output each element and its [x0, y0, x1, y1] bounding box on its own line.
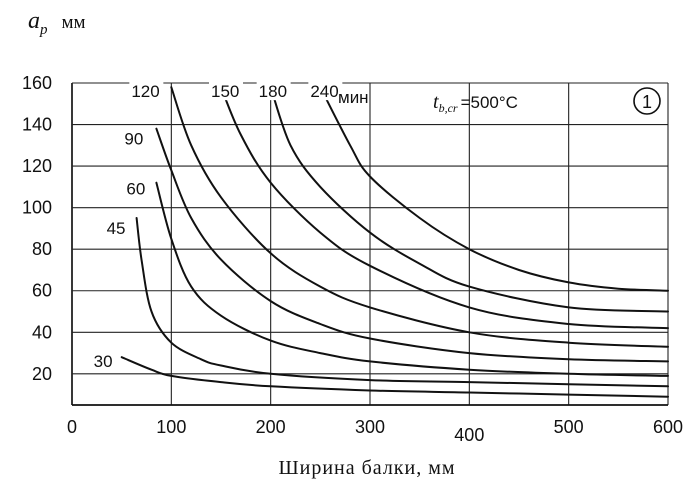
- y-axis-subscript: p: [39, 22, 48, 38]
- curve-label-240: 240: [310, 82, 338, 101]
- curves: [120, 86, 669, 398]
- grid: [71, 82, 669, 406]
- y-tick-100: 100: [22, 198, 52, 218]
- curve-label-bg-180: [256, 82, 291, 101]
- curve-45-min: [135, 217, 669, 388]
- minutes-unit-label: мин: [338, 88, 369, 107]
- annotation-value: =500°C: [461, 93, 518, 112]
- curve-label-bg-45: [104, 219, 129, 238]
- y-axis-symbol: a: [28, 8, 40, 34]
- x-tick-100: 100: [156, 417, 186, 437]
- curve-label-bg-150: [209, 82, 243, 101]
- curve-label-bg-120: [129, 82, 164, 101]
- x-tick-300: 300: [355, 417, 385, 437]
- badge-circle: [633, 87, 661, 115]
- y-axis-unit: мм: [62, 12, 86, 33]
- y-tick-60: 60: [32, 281, 52, 301]
- x-tick-600: 600: [653, 417, 683, 437]
- x-tick-500: 500: [554, 417, 584, 437]
- curve-label-120: 120: [131, 82, 159, 101]
- curve-150-min: [220, 86, 669, 330]
- y-tick-80: 80: [32, 239, 52, 259]
- y-tick-labels: 20 40 60 80 100 120 140 160: [22, 73, 52, 384]
- annotation-symbol: t: [433, 91, 439, 113]
- curve-30-min: [120, 356, 669, 398]
- y-tick-20: 20: [32, 364, 52, 384]
- curve-90-min: [155, 127, 669, 363]
- curve-label-30: 30: [94, 352, 113, 371]
- curve-label-bg-30: [91, 352, 116, 371]
- x-tick-200: 200: [256, 417, 286, 437]
- x-tick-labels: 0 100 200 300 400 500 600: [67, 417, 683, 445]
- curve-240-min: [319, 86, 669, 292]
- y-axis-label: ap мм: [28, 8, 86, 38]
- curve-label-45: 45: [107, 219, 126, 238]
- badge-number: 1: [642, 92, 652, 112]
- x-tick-400: 400: [454, 425, 484, 445]
- curve-180-min: [269, 86, 669, 313]
- curve-60-min: [155, 181, 669, 377]
- x-axis-label: Ширина балки, мм: [278, 457, 455, 479]
- temperature-annotation: tb,cr =500°C: [433, 91, 518, 115]
- x-tick-0: 0: [67, 417, 77, 437]
- curve-120-min: [170, 86, 669, 348]
- curve-label-bg-60: [124, 179, 149, 198]
- curve-label-180: 180: [259, 82, 287, 101]
- y-tick-40: 40: [32, 322, 52, 342]
- y-tick-120: 120: [22, 156, 52, 176]
- curve-labels: 30 45 60 90 120 150 180 240: [91, 82, 343, 371]
- curve-label-90: 90: [124, 130, 143, 149]
- curve-label-60: 60: [126, 180, 145, 199]
- y-tick-140: 140: [22, 115, 52, 135]
- y-tick-160: 160: [22, 73, 52, 93]
- curve-label-150: 150: [211, 82, 239, 101]
- curve-label-bg-90: [122, 129, 147, 148]
- annotation-subscript: b,cr: [439, 101, 458, 115]
- curve-label-bg-240: [308, 82, 343, 101]
